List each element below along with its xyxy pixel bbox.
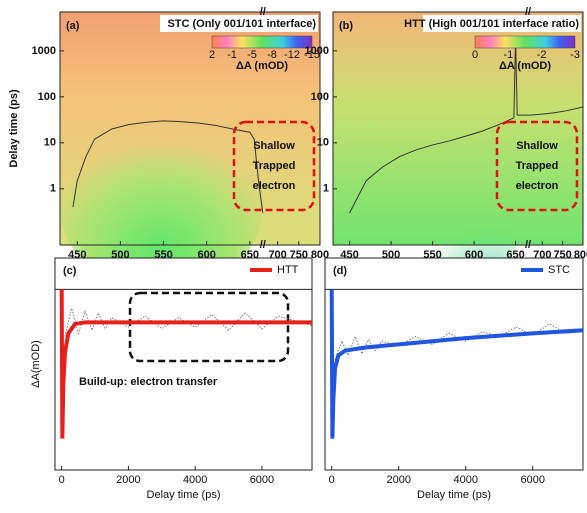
y-tick-label: 1 (50, 183, 56, 195)
y-tick-label: 10 (317, 137, 329, 149)
colorbar (474, 35, 576, 49)
annotation-box (128, 291, 290, 363)
colorbar-tick-label: -2 (537, 49, 547, 61)
annotation: Shallow (516, 140, 558, 152)
plot-frame (324, 257, 584, 471)
y-tick-label: 1000 (32, 45, 56, 57)
y-axis-label: Delay time (ps) (8, 89, 20, 168)
y-tick-label: 100 (38, 91, 56, 103)
break-mark: // (260, 6, 266, 18)
y-tick-label: 100 (311, 91, 329, 103)
legend-label: HTT (277, 264, 299, 276)
y-tick-label: 1 (323, 183, 329, 195)
fit-line (59, 289, 312, 439)
x-axis-label: Delay time (ps) (147, 489, 221, 501)
colorbar-label: ΔA (mOD) (499, 60, 551, 72)
panel-label: (a) (66, 20, 80, 32)
annotation-box (495, 120, 579, 212)
colorbar-tick-label: 2 (209, 49, 215, 61)
heatmap-region (333, 115, 528, 295)
colorbar-tick-label: -5 (247, 49, 257, 61)
colorbar-tick-label: -8 (267, 49, 277, 61)
kinetic-trace (349, 37, 584, 214)
x-tick-label: 6000 (250, 474, 274, 486)
x-tick-label: 4000 (183, 474, 207, 486)
x-axis-label: Delay time (ps) (417, 489, 491, 501)
x-tick-label: 0 (329, 474, 335, 486)
annotation-box (232, 120, 316, 212)
plot-frame (332, 11, 584, 246)
x-tick-label: 2000 (386, 474, 410, 486)
fit-line (329, 289, 584, 439)
colorbar-tick-label: -1 (227, 49, 237, 61)
title-box (160, 15, 318, 32)
colorbar-label: ΔA (mOD) (236, 60, 288, 72)
plot-frame (54, 257, 313, 471)
colorbar (211, 35, 313, 49)
colorbar-tick-label: -1 (503, 49, 513, 61)
annotation: electron (516, 180, 559, 192)
annotation: Trapped (516, 160, 559, 172)
annotation: Build-up: electron transfer (79, 376, 218, 388)
break-mark: // (260, 239, 266, 251)
legend-label: STC (548, 264, 570, 276)
panel-title: STC (Only 001/101 interface) (167, 18, 316, 30)
panel-label: (c) (63, 265, 77, 277)
x-tick-label: 4000 (453, 474, 477, 486)
panel-label: (b) (339, 20, 353, 32)
annotation: electron (253, 180, 296, 192)
colorbar-tick-label: -15 (304, 49, 320, 61)
title-box (423, 15, 581, 32)
y-axis-label: ΔA(mOD) (30, 340, 42, 388)
annotation: Shallow (253, 140, 295, 152)
colorbar-tick-label: -12 (284, 49, 300, 61)
kinetic-trace (72, 120, 264, 213)
x-tick-label: 0 (59, 474, 65, 486)
plot-frame (59, 11, 321, 246)
heatmap-region (59, 115, 263, 295)
y-tick-label: 10 (44, 137, 56, 149)
x-tick-label: 2000 (116, 474, 140, 486)
break-mark: // (525, 6, 531, 18)
x-tick-label: 6000 (520, 474, 544, 486)
panel-title: HTT (High 001/101 interface ratio) (404, 18, 579, 30)
annotation: Trapped (253, 160, 296, 172)
panel-label: (d) (333, 265, 347, 277)
break-mark: // (525, 239, 531, 251)
colorbar-tick-label: 0 (472, 49, 478, 61)
y-tick-label: 1000 (305, 45, 329, 57)
colorbar-tick-label: -3 (570, 49, 580, 61)
